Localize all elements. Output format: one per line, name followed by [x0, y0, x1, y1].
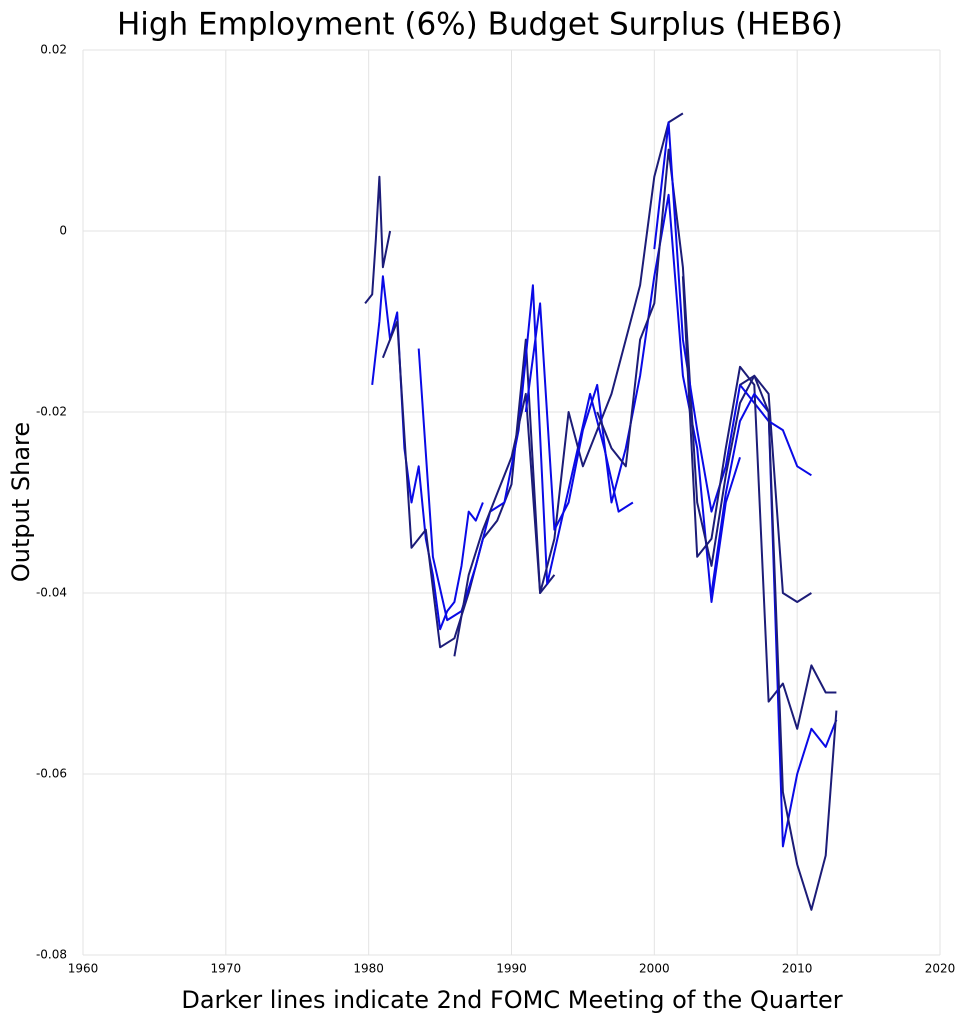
plot-area: [364, 112, 838, 911]
series-line: [364, 175, 392, 305]
series-line: [453, 112, 684, 657]
series-line: [596, 148, 812, 603]
series-line: [681, 276, 837, 730]
y-tick-label: 0: [59, 224, 67, 238]
x-tick-label: 1960: [68, 962, 99, 976]
series-line: [739, 374, 838, 911]
y-axis-label: Output Share: [7, 422, 35, 582]
x-axis-label: Darker lines indicate 2nd FOMC Meeting o…: [181, 986, 842, 1014]
y-tick-label: -0.02: [36, 405, 67, 419]
y-tick-label: -0.06: [36, 767, 67, 781]
series-line: [653, 121, 812, 513]
x-tick-label: 2010: [782, 962, 813, 976]
series-line: [381, 320, 556, 649]
grid: -0.08 -0.06 -0.04 -0.02 0 0.02 1960 1970 1980 199…: [36, 43, 955, 976]
series-line: [417, 284, 634, 622]
x-tick-label: 1970: [211, 962, 242, 976]
series-line: [371, 275, 484, 631]
y-tick-label: 0.02: [40, 43, 67, 57]
x-tick-label: 2000: [639, 962, 670, 976]
y-tick-label: -0.04: [36, 586, 67, 600]
chart-title: High Employment (6%) Budget Surplus (HEB…: [117, 7, 843, 43]
series-line: [710, 392, 838, 848]
x-tick-label: 2020: [925, 962, 956, 976]
x-tick-label: 1990: [496, 962, 527, 976]
y-tick-label: -0.08: [36, 948, 67, 962]
series-line: [524, 193, 741, 603]
x-tick-label: 1980: [353, 962, 384, 976]
